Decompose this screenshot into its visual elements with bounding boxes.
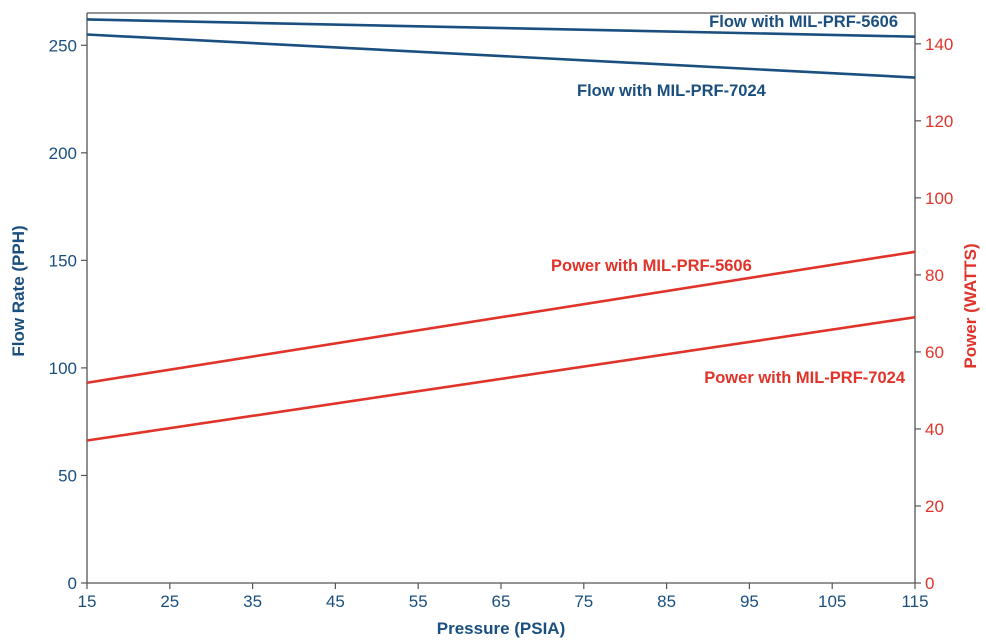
x-tick-label: 105: [818, 592, 846, 611]
right-tick-label: 40: [925, 420, 944, 439]
right-tick-label: 80: [925, 266, 944, 285]
flow-7024-line: [86, 33, 916, 79]
x-tick-label: 25: [160, 592, 179, 611]
x-tick-label: 45: [326, 592, 345, 611]
x-tick-label: 35: [243, 592, 262, 611]
right-tick-label: 20: [925, 497, 944, 516]
x-tick-label: 85: [657, 592, 676, 611]
x-tick-label: 95: [740, 592, 759, 611]
left-tick-label: 50: [58, 466, 77, 485]
right-tick-label: 140: [925, 35, 953, 54]
x-axis-title: Pressure (PSIA): [437, 619, 566, 638]
series-label-flow-7024: Flow with MIL-PRF-7024: [577, 82, 767, 100]
series-label-power-7024: Power with MIL-PRF-7024: [704, 369, 906, 387]
left-tick-label: 0: [68, 574, 77, 593]
power-5606-line: [86, 250, 916, 385]
series-label-power-5606: Power with MIL-PRF-5606: [551, 257, 752, 275]
left-axis-ticks: 0 50 100 150 200 250: [49, 36, 87, 593]
flow-5606-line: [86, 18, 916, 38]
x-tick-label: 115: [901, 592, 928, 611]
x-axis-ticks: 15 25 35 45 55 65 75 85 95 105 115: [78, 583, 929, 611]
right-tick-label: 0: [925, 574, 934, 593]
series-lines: [86, 18, 916, 442]
right-tick-label: 60: [925, 343, 944, 362]
x-tick-label: 75: [574, 592, 593, 611]
right-tick-label: 120: [925, 112, 953, 131]
plot-frame: [86, 12, 916, 584]
series-label-flow-5606: Flow with MIL-PRF-5606: [709, 13, 898, 31]
right-axis-ticks: 0 20 40 60 80 100 120 140: [915, 35, 953, 593]
x-tick-label: 65: [492, 592, 511, 611]
x-tick-label: 15: [78, 592, 97, 611]
left-tick-label: 250: [49, 36, 77, 55]
left-tick-label: 100: [49, 359, 77, 378]
left-tick-label: 150: [49, 251, 77, 270]
left-tick-label: 200: [49, 144, 77, 163]
right-axis-title: Power (WATTS): [961, 243, 980, 368]
power-7024-line: [86, 315, 916, 442]
x-tick-label: 55: [409, 592, 428, 611]
left-axis-title: Flow Rate (PPH): [9, 225, 28, 356]
right-tick-label: 100: [925, 189, 953, 208]
